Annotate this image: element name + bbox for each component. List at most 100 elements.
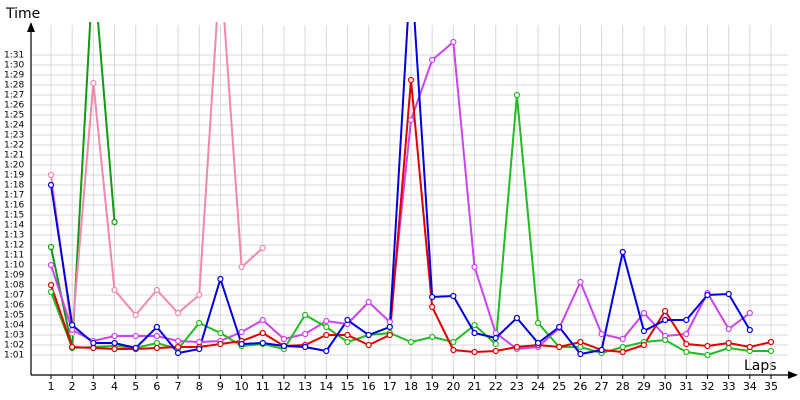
x-tick-label: 5 xyxy=(132,380,139,393)
y-tick-label: 1:09 xyxy=(4,271,24,281)
point xyxy=(767,347,775,355)
point xyxy=(280,342,288,350)
x-tick-label: 16 xyxy=(362,380,376,393)
y-tick-label: 1:07 xyxy=(4,291,24,301)
point xyxy=(47,181,55,189)
point xyxy=(153,332,160,340)
x-tick-label: 21 xyxy=(468,380,482,393)
point xyxy=(662,316,669,324)
y-tick-label: 1:11 xyxy=(4,251,24,261)
x-tick-label: 9 xyxy=(217,380,224,393)
point xyxy=(238,340,245,348)
y-tick-label: 1:18 xyxy=(4,181,24,191)
point xyxy=(619,348,626,356)
y-tick-label: 1:02 xyxy=(4,341,24,351)
point xyxy=(259,316,266,324)
point xyxy=(90,339,97,347)
y-tick-label: 1:17 xyxy=(4,191,24,201)
x-tick-label: 27 xyxy=(595,380,609,393)
x-tick-label: 34 xyxy=(743,380,757,393)
y-tick-label: 1:15 xyxy=(4,211,24,221)
point xyxy=(174,337,182,345)
point xyxy=(429,333,436,341)
point xyxy=(598,346,605,354)
point xyxy=(69,321,76,329)
x-tick-label: 14 xyxy=(319,380,333,393)
y-tick-label: 1:14 xyxy=(4,221,24,231)
x-tick-label: 13 xyxy=(298,380,312,393)
point xyxy=(683,316,690,324)
point xyxy=(450,346,457,354)
point xyxy=(386,318,393,326)
x-tick-label: 6 xyxy=(153,380,160,393)
point xyxy=(683,340,690,348)
point xyxy=(344,331,351,339)
point xyxy=(196,345,203,353)
point xyxy=(238,263,245,271)
point xyxy=(450,292,457,300)
point xyxy=(471,329,478,337)
x-tick-label: 7 xyxy=(175,380,182,393)
y-tick-label: 1:26 xyxy=(4,101,24,111)
y-tick-label: 1:05 xyxy=(4,311,24,321)
point xyxy=(598,330,605,338)
x-tick-label: 32 xyxy=(700,380,714,393)
point xyxy=(407,338,415,346)
x-tick-label: 10 xyxy=(235,380,249,393)
point xyxy=(534,339,542,347)
point xyxy=(47,281,55,289)
point xyxy=(577,350,584,358)
x-tick-label: 17 xyxy=(383,380,397,393)
point xyxy=(47,288,55,296)
point xyxy=(450,38,457,46)
point xyxy=(767,338,775,346)
point xyxy=(577,338,584,346)
x-axis-arrow xyxy=(788,371,798,379)
point xyxy=(386,331,393,339)
x-tick-label: 15 xyxy=(340,380,354,393)
x-tick-label: 33 xyxy=(722,380,736,393)
point xyxy=(556,343,563,351)
point xyxy=(196,291,203,299)
point xyxy=(111,218,118,226)
point xyxy=(704,291,711,299)
point xyxy=(492,334,499,342)
point xyxy=(683,330,690,338)
point xyxy=(704,351,711,359)
point xyxy=(47,261,55,269)
point xyxy=(513,91,520,99)
point xyxy=(640,327,648,335)
y-tick-label: 1:27 xyxy=(4,91,24,101)
point xyxy=(323,323,330,331)
point xyxy=(111,332,118,340)
point xyxy=(534,319,542,327)
point xyxy=(217,275,224,283)
point xyxy=(746,343,753,351)
point xyxy=(365,341,372,349)
point xyxy=(196,338,203,346)
point xyxy=(132,344,139,352)
point xyxy=(132,332,139,340)
y-tick-label: 1:03 xyxy=(4,331,24,341)
x-tick-label: 26 xyxy=(573,380,587,393)
point xyxy=(662,336,669,344)
point xyxy=(704,342,711,350)
point xyxy=(174,349,182,357)
point xyxy=(429,56,436,64)
y-tick-label: 1:31 xyxy=(4,51,24,61)
point xyxy=(407,76,415,84)
x-tick-label: 25 xyxy=(552,380,566,393)
point xyxy=(725,339,732,347)
y-tick-label: 1:23 xyxy=(4,131,24,141)
x-tick-label: 24 xyxy=(531,380,545,393)
point xyxy=(111,339,118,347)
x-tick-label: 3 xyxy=(90,380,97,393)
point xyxy=(577,343,584,351)
y-axis-label: Time xyxy=(5,6,40,22)
x-axis-label: Laps xyxy=(744,358,777,374)
point xyxy=(217,340,224,348)
y-tick-label: 1:25 xyxy=(4,111,24,121)
y-tick-label: 1:19 xyxy=(4,171,24,181)
point xyxy=(132,311,139,319)
